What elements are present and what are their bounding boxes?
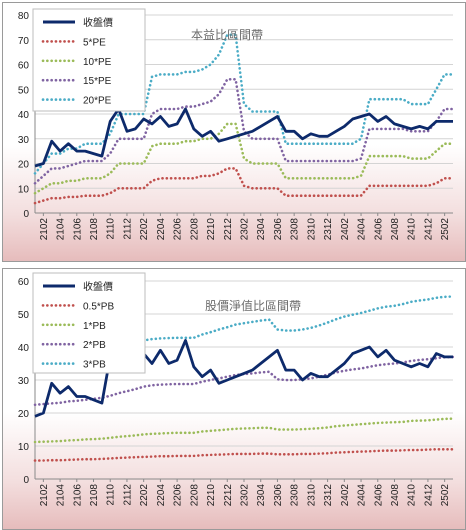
x-tick-label: 2208: [189, 484, 200, 507]
x-tick-label: 2204: [156, 484, 167, 507]
x-tick-label: 2308: [290, 484, 301, 507]
x-tick-label: 2406: [373, 484, 384, 507]
y-tick-label: 70: [18, 36, 30, 47]
x-tick-label: 2208: [189, 218, 200, 241]
x-tick-label: 2302: [240, 218, 251, 241]
y-tick-label: 80: [18, 11, 30, 22]
x-tick-label: 2402: [340, 218, 351, 241]
x-tick-label: 2212: [223, 484, 234, 507]
series-line: [33, 295, 455, 369]
y-tick-label: 40: [18, 110, 30, 121]
y-tick-label: 50: [18, 310, 30, 321]
series-line: [34, 339, 453, 418]
series-line: [33, 122, 455, 195]
pb-band-chart: 0 10 20 30 40 50 60 2102 2104 2106 2108 2110 2112 220…: [18, 272, 455, 507]
y-tick-label: 60: [18, 61, 30, 72]
y-tick-label: 0: [23, 209, 29, 220]
x-tick-label: 2304: [256, 218, 267, 241]
pb-band-chart-panel: 0 10 20 30 40 50 60 2102 2104 2106 2108 2110 2112 220…: [2, 268, 466, 530]
y-tick-label: 30: [18, 376, 30, 387]
y-tick-label: 30: [18, 135, 30, 146]
series-line: [33, 448, 455, 462]
series-line: [33, 78, 455, 185]
series-line: [33, 167, 455, 205]
y-tick-label: 10: [18, 184, 30, 195]
x-tick-label: 2108: [89, 484, 100, 507]
series-line: [33, 33, 455, 175]
legend: 收盤價 0.5*PB 1*PB 2*PB 3*PB: [32, 272, 146, 374]
x-tick-label: 2112: [122, 484, 133, 506]
x-tick-label: 2102: [39, 484, 50, 507]
x-tick-label: 2412: [423, 218, 434, 241]
legend-label: 3*PB: [83, 360, 106, 371]
x-tick-label: 2304: [256, 484, 267, 507]
x-tick-label: 2502: [440, 218, 451, 241]
x-tick-label: 2110: [106, 484, 117, 506]
legend-box: [32, 272, 146, 374]
x-tick-label: 2404: [357, 484, 368, 507]
y-tick-label: 20: [18, 160, 30, 171]
x-tick-label: 2412: [423, 484, 434, 507]
x-tick-label: 2408: [390, 218, 401, 241]
legend: 收盤價 5*PE 10*PE 15*PE 20*PE: [32, 8, 146, 112]
y-tick-label: 40: [18, 343, 30, 354]
x-tick-label: 2106: [72, 218, 83, 241]
x-tick-label: 2202: [139, 218, 150, 241]
x-tick-label: 2310: [306, 218, 317, 241]
x-tick-label: 2308: [290, 218, 301, 241]
legend-label: 20*PE: [83, 96, 112, 107]
x-tick-label: 2110: [106, 218, 117, 240]
x-tick-label: 2306: [273, 218, 284, 241]
x-tick-label: 2104: [56, 484, 67, 507]
x-tick-label: 2402: [340, 484, 351, 507]
x-tick-label: 2202: [139, 484, 150, 507]
y-tick-label: 20: [18, 409, 30, 420]
y-tick-label: 60: [18, 277, 30, 288]
legend-label: 收盤價: [83, 280, 113, 293]
x-tick-label: 2210: [206, 218, 217, 241]
x-tick-label: 2206: [173, 218, 184, 241]
x-tick-label: 2410: [407, 484, 418, 507]
x-tick-label: 2106: [72, 484, 83, 507]
x-tick-label: 2104: [56, 218, 67, 241]
x-tick-label: 2206: [173, 484, 184, 507]
x-tick-label: 2502: [440, 484, 451, 507]
x-tick-label: 2102: [39, 218, 50, 241]
chart-title: 股價淨值比區間帶: [205, 298, 301, 313]
legend-label: 2*PB: [83, 340, 106, 351]
x-tick-label: 2204: [156, 218, 167, 241]
x-tick-label: 2210: [206, 484, 217, 507]
legend-label: 1*PB: [83, 321, 106, 332]
pe-band-chart: 0 10 20 30 40 50 60 70 80 2102 2104 2106 2108 2110 211…: [18, 8, 455, 241]
legend-label: 0.5*PB: [83, 301, 114, 312]
y-tick-label: 10: [18, 442, 30, 453]
x-tick-label: 2302: [240, 484, 251, 507]
chart-title: 本益比區間帶: [191, 28, 263, 42]
y-tick-label: 0: [23, 475, 29, 486]
x-tick-label: 2212: [223, 218, 234, 241]
legend-label: 5*PE: [83, 37, 106, 48]
x-tick-label: 2108: [89, 218, 100, 241]
y-tick-label: 50: [18, 85, 30, 96]
x-tick-label: 2310: [306, 484, 317, 507]
x-tick-label: 2312: [323, 484, 334, 507]
legend-label: 收盤價: [83, 16, 113, 29]
x-tick-label: 2410: [407, 218, 418, 241]
x-tick-label: 2312: [323, 218, 334, 241]
legend-label: 15*PE: [83, 76, 112, 87]
x-tick-label: 2306: [273, 484, 284, 507]
legend-label: 10*PE: [83, 57, 112, 68]
series-line: [34, 107, 453, 168]
x-tick-label: 2404: [357, 218, 368, 241]
x-tick-label: 2408: [390, 484, 401, 507]
x-tick-label: 2112: [122, 218, 133, 240]
x-tick-label: 2406: [373, 218, 384, 241]
pe-band-chart-panel: 0 10 20 30 40 50 60 70 80 2102 2104 2106 2108 2110 211…: [2, 2, 466, 262]
series-line: [33, 417, 455, 444]
